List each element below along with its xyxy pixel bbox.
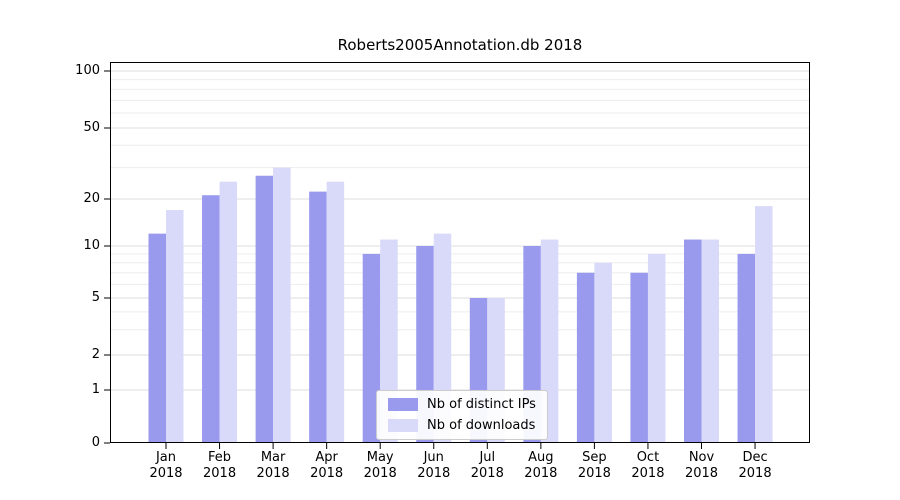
bar-downloads [166,210,184,443]
legend-swatch-distinct-ips [388,398,418,411]
y-tick-label: 50 [83,120,100,135]
y-tick-label: 10 [83,238,100,253]
bar-downloads [755,206,773,443]
legend-item-distinct-ips: Nb of distinct IPs [388,397,536,412]
bar-distinct-ips [255,175,274,443]
bar-distinct-ips [737,253,756,443]
x-tick-label: Mar 2018 [256,450,290,481]
x-tick-label: Oct 2018 [631,450,665,481]
x-tick-label: Jul 2018 [470,450,504,481]
legend-label-distinct-ips: Nb of distinct IPs [427,397,536,412]
x-tick-label: Jun 2018 [417,450,451,481]
bar-downloads [326,181,345,444]
x-tick-label: Feb 2018 [203,450,237,481]
bar-downloads [594,262,612,443]
x-tick-label: Jan 2018 [149,450,183,481]
x-tick-label: Apr 2018 [310,450,344,481]
bar-downloads [273,167,291,443]
legend: Nb of distinct IPs Nb of downloads [376,390,548,440]
y-tick-label: 0 [91,435,100,450]
bar-distinct-ips [202,195,220,443]
bar-distinct-ips [684,239,702,443]
x-tick-label: Nov 2018 [684,450,719,481]
y-tick-label: 2 [91,347,100,362]
plot-frame [110,62,810,443]
y-tick-label: 1 [91,382,100,397]
x-tick-label: Dec 2018 [738,450,772,481]
legend-item-downloads: Nb of downloads [388,418,536,433]
bar-downloads [647,253,666,443]
bar-distinct-ips [630,272,648,443]
bar-downloads [701,239,719,443]
bar-distinct-ips [148,233,166,443]
legend-label-downloads: Nb of downloads [427,418,536,433]
bar-downloads [219,181,238,444]
y-tick-label: 100 [75,63,100,78]
x-tick-label: Aug 2018 [524,450,558,481]
chart-title: Roberts2005Annotation.db 2018 [337,36,583,54]
bar-distinct-ips [362,253,381,443]
x-tick-label: May 2018 [363,450,397,481]
legend-swatch-downloads [388,419,418,432]
bar-distinct-ips [576,272,595,443]
y-tick-label: 20 [83,191,100,206]
bar-distinct-ips [309,191,327,443]
y-tick-label: 5 [91,290,100,305]
x-tick-label: Sep 2018 [577,450,611,481]
